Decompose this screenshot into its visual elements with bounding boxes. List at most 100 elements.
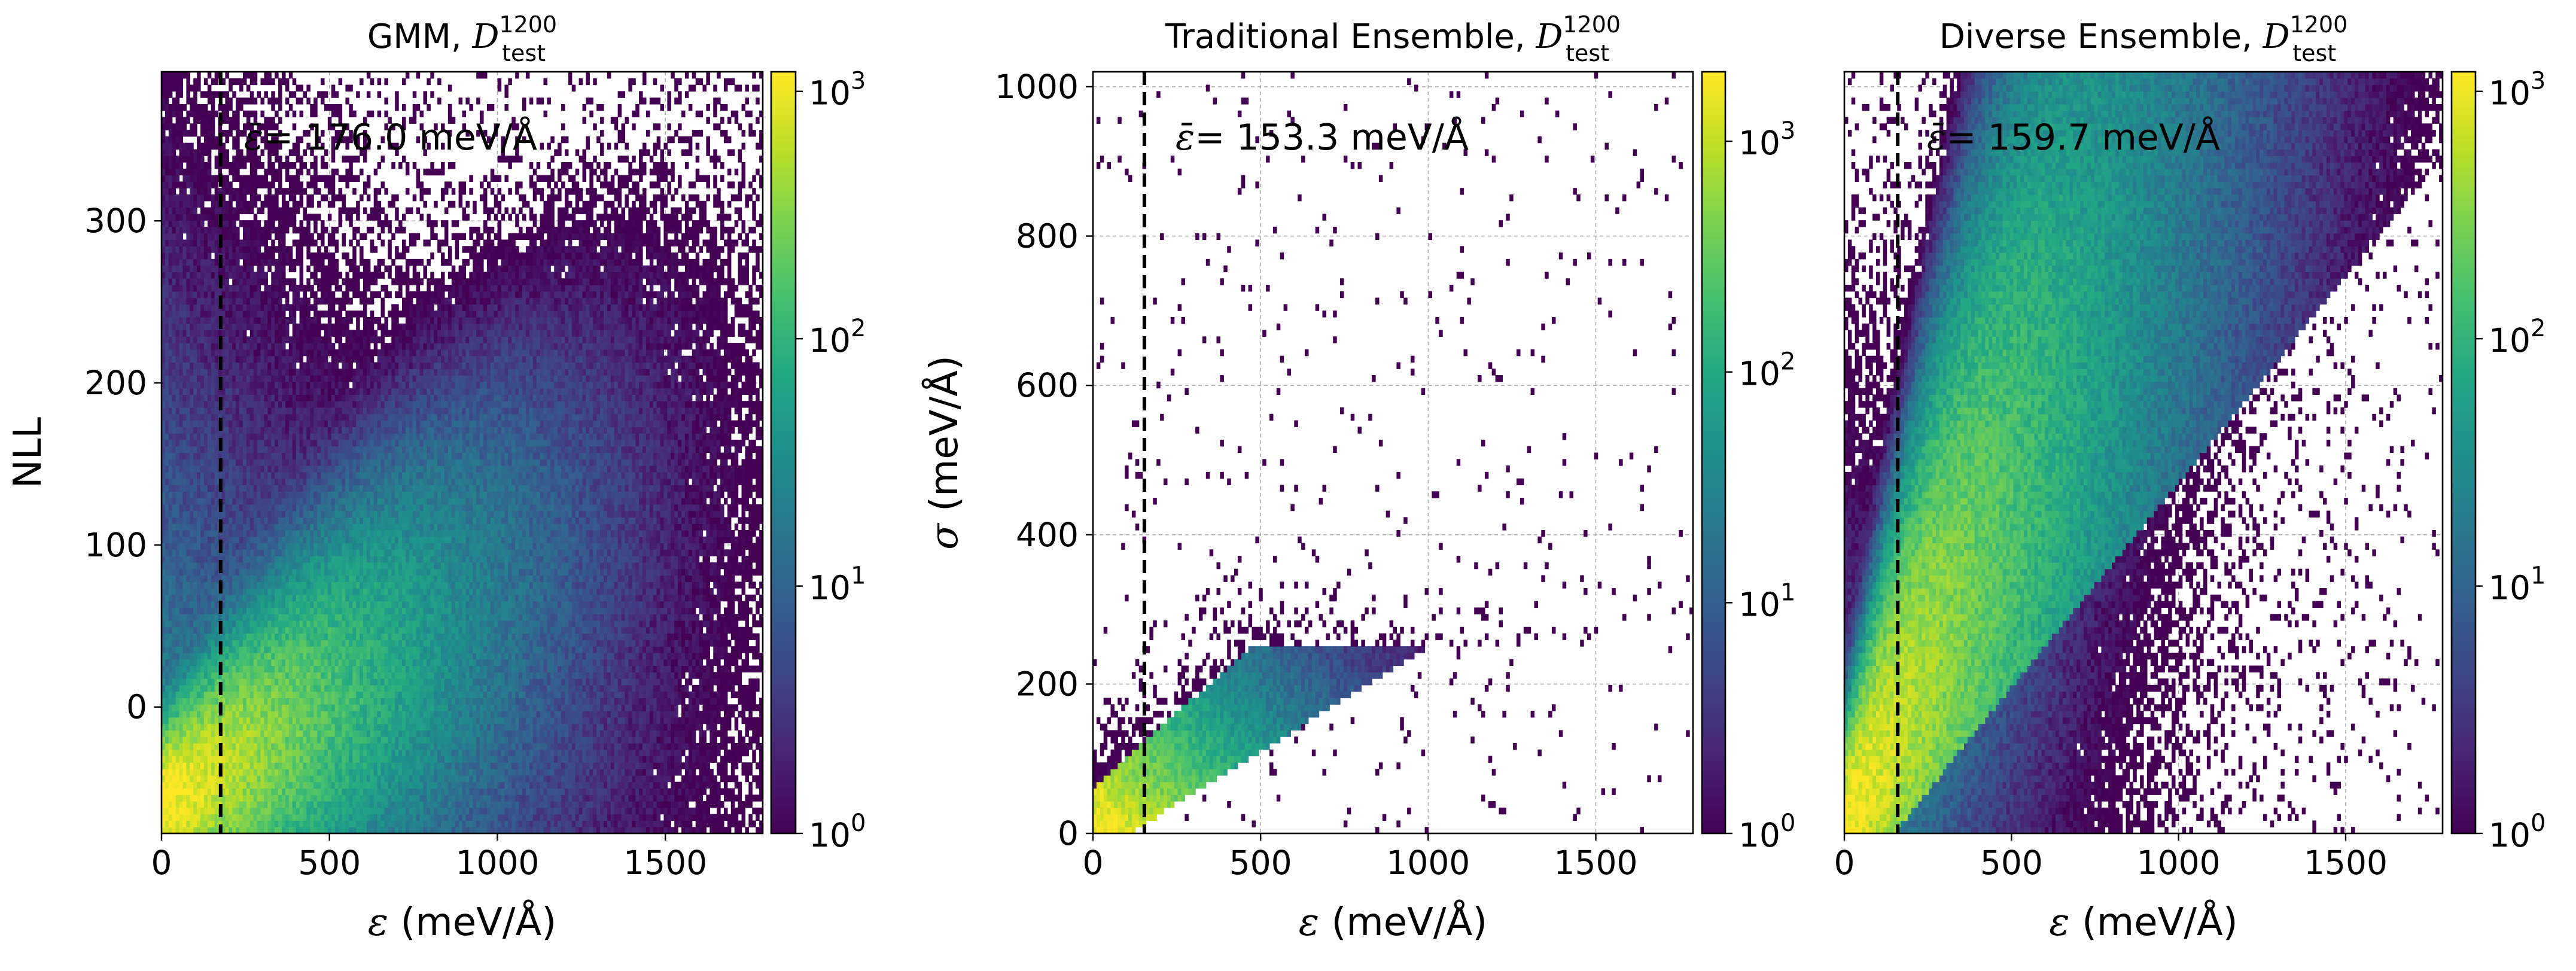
heatmap-cell <box>254 692 258 698</box>
heatmap-cell <box>271 820 275 827</box>
heatmap-cell <box>254 162 258 169</box>
heatmap-cell <box>172 472 176 479</box>
heatmap-cell <box>317 549 321 556</box>
heatmap-cell <box>193 188 197 194</box>
heatmap-cell <box>246 762 251 769</box>
heatmap-cell <box>176 433 180 440</box>
heatmap-cell <box>179 730 184 736</box>
heatmap-cell <box>165 627 169 634</box>
heatmap-cell <box>296 730 300 736</box>
heatmap-cell <box>250 653 254 659</box>
heatmap-cell <box>293 672 297 678</box>
heatmap-cell <box>296 672 300 678</box>
heatmap-cell <box>275 311 279 317</box>
heatmap-cell <box>165 278 169 285</box>
heatmap-cell <box>239 627 243 634</box>
heatmap-cell <box>236 208 240 214</box>
heatmap-cell <box>182 407 187 414</box>
heatmap-cell <box>296 498 300 504</box>
heatmap-cell <box>317 601 321 608</box>
heatmap-cell <box>182 711 187 717</box>
heatmap-cell <box>278 588 282 595</box>
heatmap-cell <box>229 324 233 330</box>
heatmap-cell <box>200 808 205 814</box>
heatmap-cell <box>176 220 180 227</box>
heatmap-cell <box>172 266 176 272</box>
heatmap-cell <box>261 549 265 556</box>
heatmap-cell <box>176 72 180 78</box>
heatmap-cell <box>197 659 201 666</box>
heatmap-cell <box>165 78 169 85</box>
heatmap-cell <box>232 685 236 692</box>
heatmap-cell <box>275 801 279 808</box>
heatmap-cell <box>232 562 236 569</box>
heatmap-cell <box>236 814 240 821</box>
heatmap-cell <box>179 537 184 543</box>
heatmap-cell <box>229 795 233 801</box>
heatmap-cell <box>267 78 272 85</box>
heatmap-cell <box>229 730 233 736</box>
heatmap-cell <box>182 330 187 337</box>
heatmap-cell <box>190 588 194 595</box>
heatmap-cell <box>204 446 208 453</box>
heatmap-cell <box>296 382 300 388</box>
heatmap-cell <box>293 349 297 356</box>
heatmap-cell <box>313 394 318 401</box>
heatmap-cell <box>200 549 205 556</box>
heatmap-cell <box>289 414 293 421</box>
heatmap-cell <box>250 698 254 704</box>
heatmap-cell <box>282 569 286 576</box>
heatmap-cell <box>313 324 318 330</box>
heatmap-cell <box>197 362 201 369</box>
heatmap-cell <box>282 375 286 382</box>
heatmap-cell <box>293 808 297 814</box>
heatmap-cell <box>215 246 219 252</box>
heatmap-cell <box>261 98 265 104</box>
heatmap-cell <box>236 504 240 511</box>
heatmap-cell <box>254 278 258 285</box>
heatmap-cell <box>246 820 251 827</box>
heatmap-cell <box>204 291 208 298</box>
heatmap-cell <box>215 181 219 188</box>
heatmap-cell <box>204 511 208 518</box>
heatmap-cell <box>236 640 240 646</box>
heatmap-cell <box>193 750 197 756</box>
heatmap-cell <box>303 362 307 369</box>
heatmap-cell <box>243 575 247 582</box>
heatmap-cell <box>179 808 184 814</box>
heatmap-cell <box>200 543 205 550</box>
heatmap-cell <box>246 401 251 407</box>
heatmap-cell <box>271 736 275 743</box>
heatmap-cell <box>186 388 190 395</box>
heatmap-cell <box>193 724 197 730</box>
heatmap-cell <box>232 595 236 601</box>
heatmap-cell <box>257 324 261 330</box>
heatmap-cell <box>257 575 261 582</box>
heatmap-cell <box>236 246 240 252</box>
heatmap-cell <box>289 446 293 453</box>
heatmap-cell <box>310 537 314 543</box>
heatmap-cell <box>179 672 184 678</box>
heatmap-cell <box>303 711 307 717</box>
heatmap-cell <box>165 750 169 756</box>
heatmap-cell <box>232 627 236 634</box>
heatmap-cell <box>317 562 321 569</box>
heatmap-cell <box>225 575 229 582</box>
heatmap-cell <box>275 601 279 608</box>
heatmap-cell <box>211 543 215 550</box>
heatmap-cell <box>211 672 215 678</box>
heatmap-cell <box>225 814 229 821</box>
heatmap-cell <box>169 227 173 233</box>
heatmap-cell <box>300 220 304 227</box>
heatmap-cell <box>317 472 321 479</box>
heatmap-cell <box>317 808 321 814</box>
heatmap-cell <box>232 298 236 305</box>
heatmap-cell <box>182 582 187 588</box>
heatmap-cell <box>204 549 208 556</box>
heatmap-cell <box>172 401 176 407</box>
heatmap-cell <box>293 646 297 653</box>
heatmap-cell <box>225 711 229 717</box>
heatmap-cell <box>267 362 272 369</box>
heatmap-cell <box>179 543 184 550</box>
heatmap-cell <box>169 188 173 194</box>
